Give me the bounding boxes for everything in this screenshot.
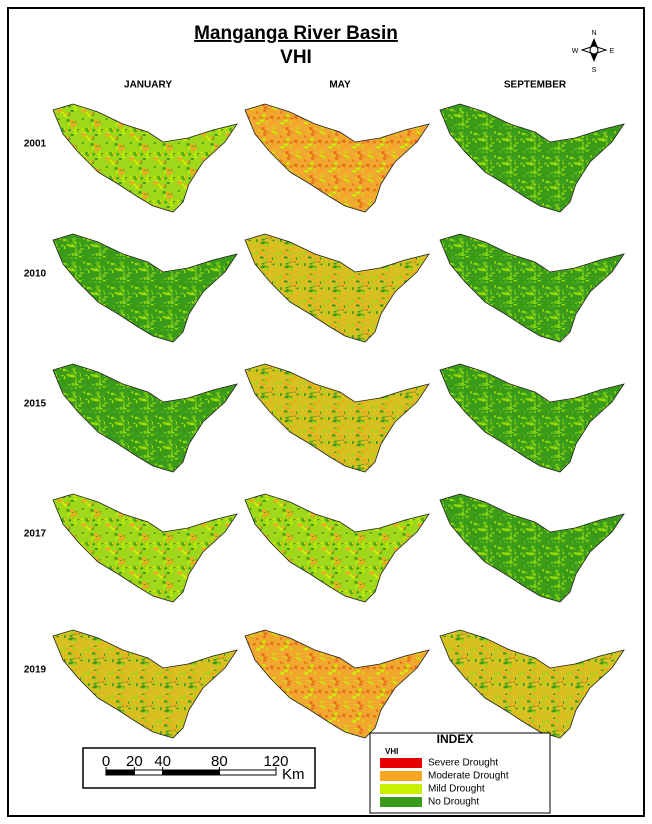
legend-label: Severe Drought — [428, 758, 498, 769]
basin-map — [244, 233, 430, 343]
basin-map — [52, 233, 238, 343]
row-header: 2017 — [24, 529, 47, 540]
frame — [7, 7, 645, 817]
basin-map — [244, 363, 430, 473]
row-header: 2019 — [24, 665, 47, 676]
row-header: 2015 — [24, 399, 47, 410]
legend: INDEX VHI Severe Drought Moderate Drought… — [369, 732, 551, 814]
north-arrow: N S E W — [572, 30, 615, 74]
scale-label: 40 — [154, 753, 171, 770]
column-header: MAY — [329, 80, 351, 91]
legend-swatch — [380, 797, 422, 807]
column-header: SEPTEMBER — [504, 80, 567, 91]
scale-segment — [105, 769, 135, 776]
basin-map — [439, 103, 625, 213]
column-header: JANUARY — [124, 80, 172, 91]
basin-map — [244, 493, 430, 603]
legend-subtitle: VHI — [385, 747, 398, 756]
legend-swatch — [380, 758, 422, 768]
basin-map — [52, 629, 238, 739]
map-subtitle: VHI — [280, 47, 312, 68]
legend-label: Moderate Drought — [428, 771, 509, 782]
scale-label: 20 — [126, 753, 143, 770]
legend-swatch — [380, 784, 422, 794]
basin-map — [244, 629, 430, 739]
basin-map — [439, 629, 625, 739]
basin-map — [439, 493, 625, 603]
legend-swatch — [380, 771, 422, 781]
basin-map — [244, 103, 430, 213]
basin-map — [52, 363, 238, 473]
map-title: Manganga River Basin — [194, 23, 398, 44]
scale-label: 120 — [263, 753, 288, 770]
row-header: 2010 — [24, 269, 47, 280]
legend-label: No Drought — [428, 797, 479, 808]
basin-map — [439, 233, 625, 343]
basin-map — [52, 103, 238, 213]
north-label: N — [591, 30, 596, 37]
south-label: S — [592, 67, 597, 74]
west-label: W — [572, 48, 579, 55]
panels: JANUARY MAY SEPTEMBER 2001 2010 2015 2017 2019 — [24, 80, 625, 739]
legend-label: Mild Drought — [428, 784, 485, 795]
scale-segment — [133, 769, 164, 776]
scale-segment — [218, 769, 277, 776]
row-header: 2001 — [24, 139, 47, 150]
scale-label: 0 — [102, 753, 110, 770]
scale-label: 80 — [211, 753, 228, 770]
scale-segment — [162, 769, 220, 776]
scale-unit: Km — [282, 766, 305, 783]
basin-map — [439, 363, 625, 473]
basin-map — [52, 493, 238, 603]
legend-title: INDEX — [437, 732, 474, 746]
east-label: E — [610, 48, 615, 55]
